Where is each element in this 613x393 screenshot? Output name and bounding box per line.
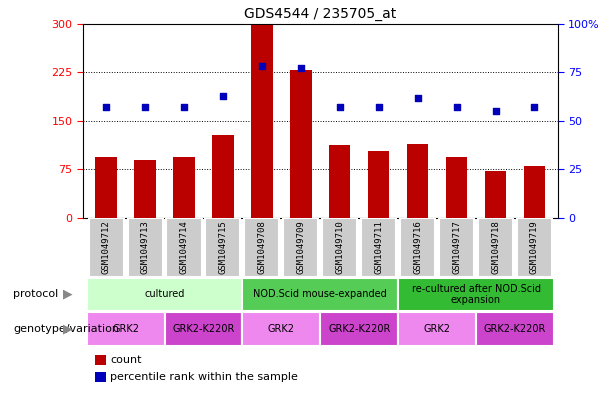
Bar bbox=[283, 218, 318, 277]
Point bbox=[257, 63, 267, 70]
Text: protocol: protocol bbox=[13, 289, 59, 299]
Bar bbox=[242, 312, 321, 345]
Bar bbox=[322, 218, 357, 277]
Bar bbox=[89, 218, 124, 277]
Text: GSM1049713: GSM1049713 bbox=[140, 220, 150, 274]
Bar bbox=[329, 145, 351, 218]
Point bbox=[140, 104, 150, 110]
Point bbox=[218, 92, 228, 99]
Text: GRK2-K220R: GRK2-K220R bbox=[484, 324, 546, 334]
Bar bbox=[164, 312, 242, 345]
Bar bbox=[517, 218, 552, 277]
Bar bbox=[96, 156, 117, 218]
Text: GSM1049711: GSM1049711 bbox=[374, 220, 383, 274]
Point bbox=[335, 104, 345, 110]
Point bbox=[452, 104, 462, 110]
Bar bbox=[173, 156, 195, 218]
Text: GSM1049710: GSM1049710 bbox=[335, 220, 345, 274]
Bar bbox=[321, 312, 398, 345]
Point bbox=[490, 108, 500, 114]
Text: percentile rank within the sample: percentile rank within the sample bbox=[110, 372, 298, 382]
Text: GRK2-K220R: GRK2-K220R bbox=[172, 324, 235, 334]
Text: GSM1049712: GSM1049712 bbox=[102, 220, 110, 274]
Point bbox=[374, 104, 384, 110]
Text: GSM1049708: GSM1049708 bbox=[257, 220, 267, 274]
Bar bbox=[446, 156, 467, 218]
Text: re-cultured after NOD.Scid
expansion: re-cultured after NOD.Scid expansion bbox=[411, 284, 541, 305]
Text: cultured: cultured bbox=[144, 289, 185, 299]
Text: GRK2: GRK2 bbox=[424, 324, 451, 334]
Bar bbox=[86, 278, 242, 311]
Text: GSM1049715: GSM1049715 bbox=[218, 220, 227, 274]
Text: ▶: ▶ bbox=[63, 322, 72, 336]
Bar bbox=[524, 166, 545, 218]
Bar bbox=[128, 218, 162, 277]
Text: NOD.Scid mouse-expanded: NOD.Scid mouse-expanded bbox=[253, 289, 387, 299]
Bar bbox=[398, 278, 554, 311]
Text: GRK2: GRK2 bbox=[112, 324, 139, 334]
Bar bbox=[245, 218, 280, 277]
Bar bbox=[212, 135, 234, 218]
Bar bbox=[439, 218, 474, 277]
Bar bbox=[134, 160, 156, 218]
Point bbox=[101, 104, 111, 110]
Bar bbox=[400, 218, 435, 277]
Bar bbox=[251, 25, 273, 218]
Point bbox=[413, 94, 422, 101]
Text: GSM1049718: GSM1049718 bbox=[491, 220, 500, 274]
Bar bbox=[478, 218, 513, 277]
Text: GSM1049717: GSM1049717 bbox=[452, 220, 461, 274]
Bar bbox=[476, 312, 554, 345]
Text: GSM1049714: GSM1049714 bbox=[180, 220, 189, 274]
Point bbox=[179, 104, 189, 110]
Bar bbox=[368, 151, 389, 218]
Text: count: count bbox=[110, 354, 142, 365]
Bar bbox=[290, 70, 311, 218]
Text: genotype/variation: genotype/variation bbox=[13, 324, 120, 334]
Title: GDS4544 / 235705_at: GDS4544 / 235705_at bbox=[244, 7, 397, 21]
Bar bbox=[242, 278, 398, 311]
Bar bbox=[407, 143, 428, 218]
Text: GRK2-K220R: GRK2-K220R bbox=[328, 324, 390, 334]
Bar bbox=[398, 312, 476, 345]
Text: GSM1049709: GSM1049709 bbox=[296, 220, 305, 274]
Text: GSM1049716: GSM1049716 bbox=[413, 220, 422, 274]
Bar bbox=[361, 218, 396, 277]
Text: ▶: ▶ bbox=[63, 288, 72, 301]
Point bbox=[296, 65, 306, 72]
Bar bbox=[485, 171, 506, 218]
Bar bbox=[86, 312, 164, 345]
Text: GSM1049719: GSM1049719 bbox=[530, 220, 539, 274]
Bar bbox=[205, 218, 240, 277]
Point bbox=[530, 104, 539, 110]
Text: GRK2: GRK2 bbox=[268, 324, 295, 334]
Bar bbox=[167, 218, 202, 277]
